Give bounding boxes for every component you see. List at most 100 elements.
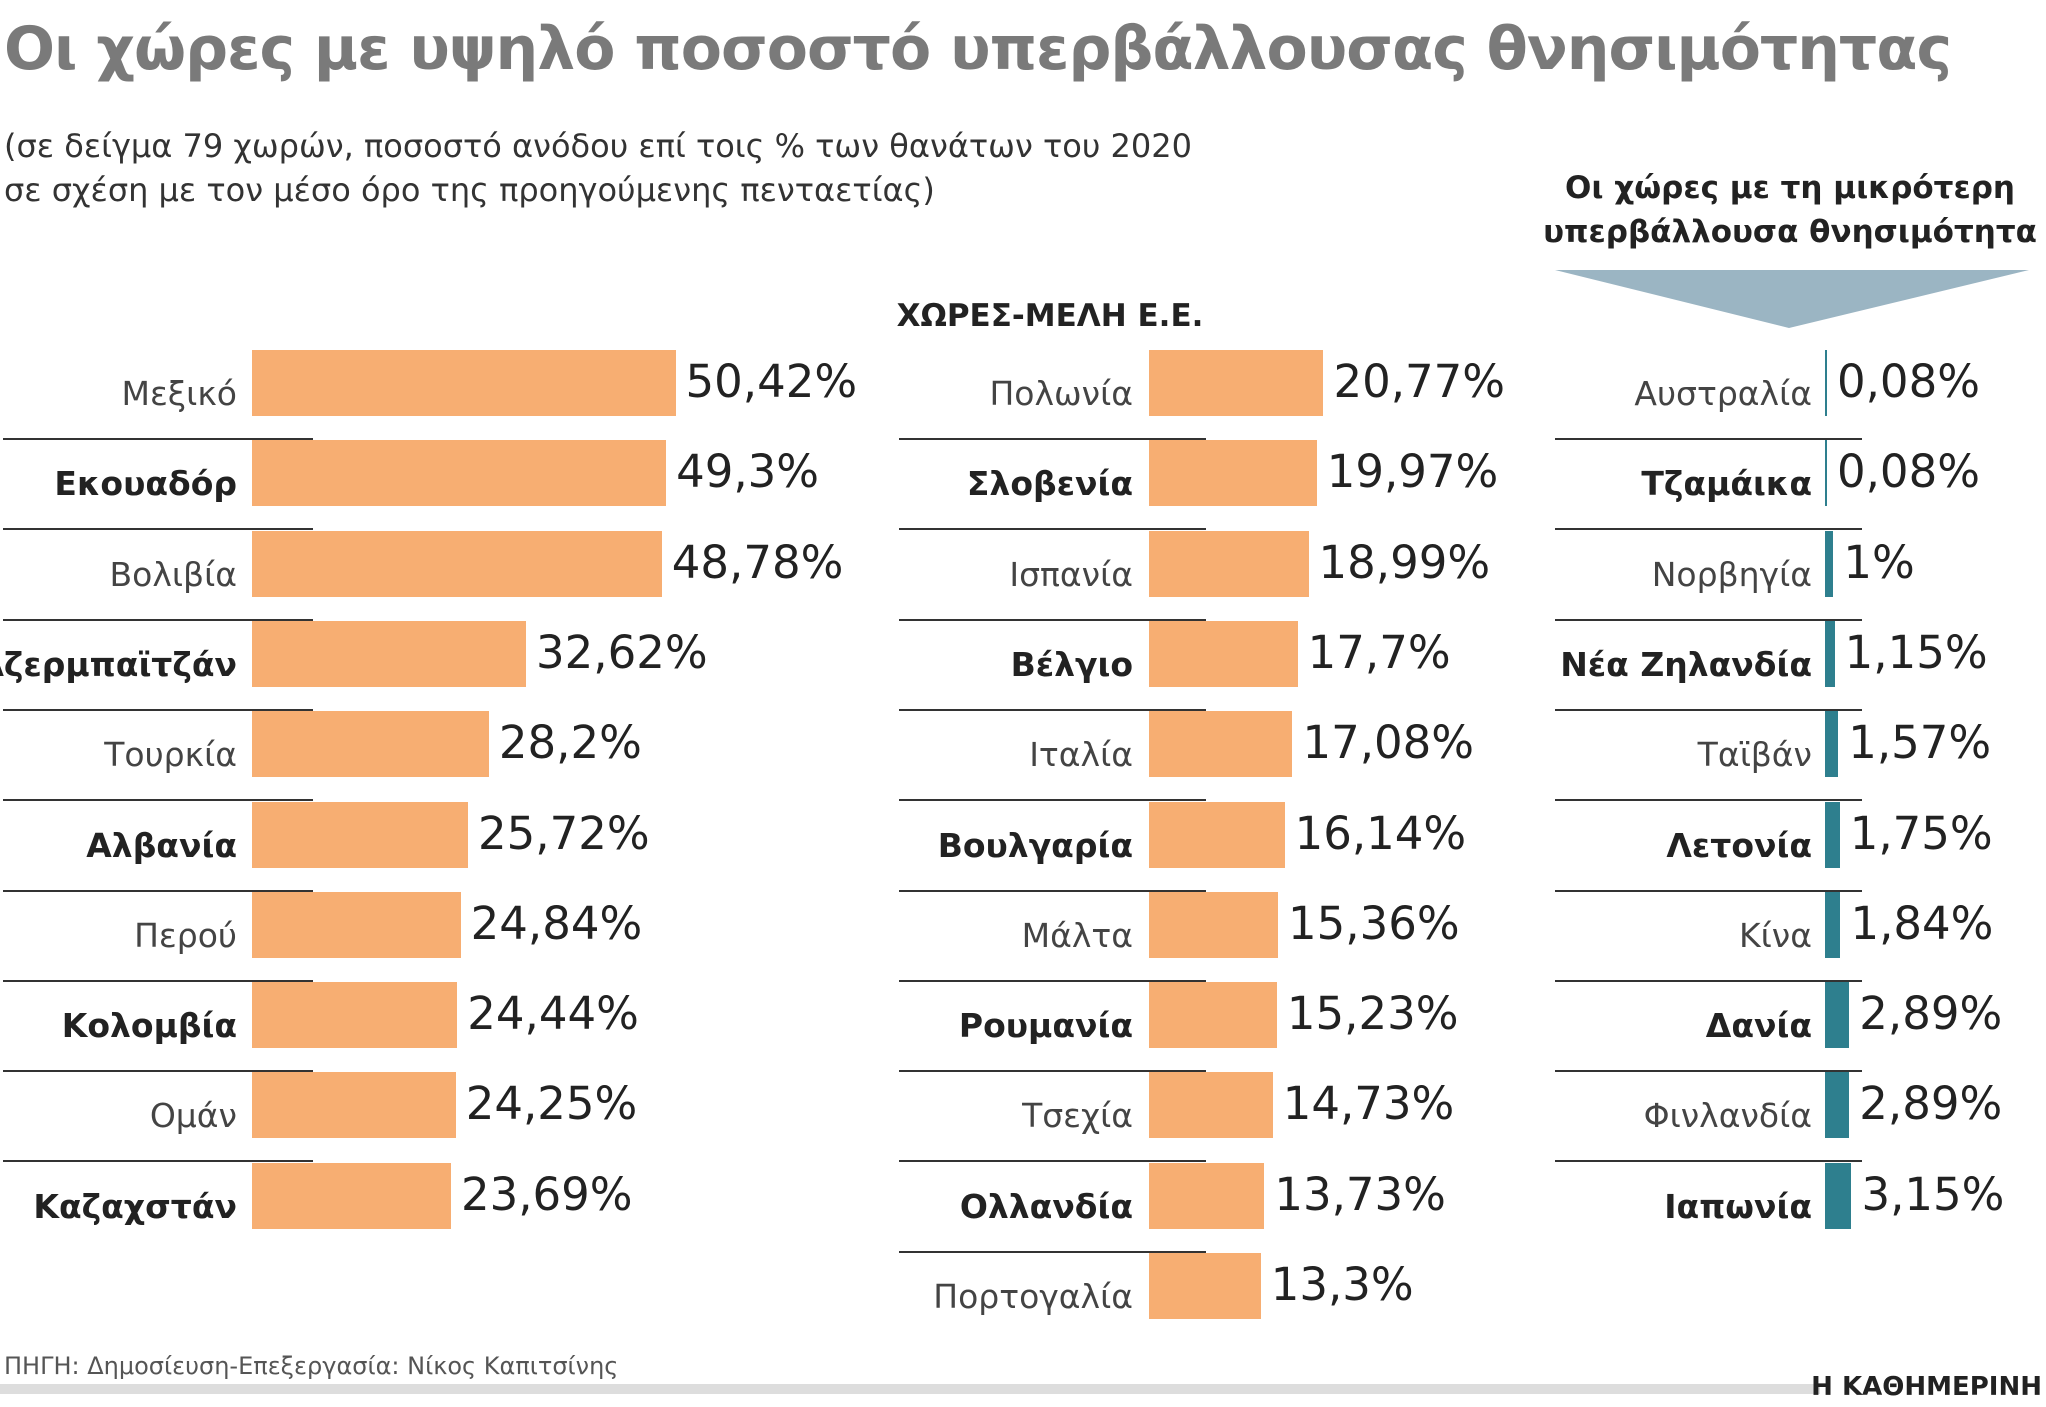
- data-label: 1%: [1843, 535, 1915, 589]
- data-label: 17,7%: [1307, 625, 1451, 679]
- row-divider: [3, 1070, 313, 1073]
- bar-high: [252, 801, 469, 868]
- bar-eu: [1149, 1253, 1261, 1319]
- row-divider: [899, 618, 1206, 621]
- data-label: 2,89%: [1859, 1077, 2003, 1131]
- row-divider: [3, 528, 313, 531]
- row-divider: [899, 979, 1206, 982]
- chart-subtitle: (σε δείγμα 79 χωρών, ποσοστό ανόδου επί …: [4, 124, 1192, 212]
- bar-label: Νέα Ζηλανδία: [1560, 644, 1812, 684]
- bar-eu: [1149, 440, 1317, 507]
- bar-label: Βέλγιο: [1010, 644, 1133, 684]
- bar-lowest: [1825, 530, 1834, 597]
- bar-high: [252, 1072, 456, 1139]
- lowest-column-header: Οι χώρες με τη μικρότερη υπερβάλλουσα θν…: [1540, 166, 2040, 254]
- bar-label: Δανία: [1705, 1006, 1812, 1046]
- bar-label: Αζερμπαϊτζάν: [0, 644, 237, 684]
- data-label: 13,73%: [1274, 1167, 1446, 1221]
- bar-eu: [1149, 620, 1298, 687]
- data-label: 50,42%: [685, 355, 858, 408]
- bar-label: Αυστραλία: [1634, 374, 1812, 413]
- row-divider: [899, 708, 1206, 711]
- bar-label: Λετονία: [1666, 825, 1812, 865]
- bar-high: [252, 440, 667, 507]
- data-label: 1,57%: [1848, 716, 1992, 770]
- bar-high: [252, 350, 676, 416]
- row-divider: [1555, 708, 1862, 711]
- footer-rule: [0, 1384, 1820, 1394]
- row-divider: [3, 1160, 313, 1163]
- source-note: ΠΗΓΗ: Δημοσίευση-Επεξεργασία: Νίκος Καπι…: [4, 1352, 619, 1380]
- eu-column-header: ΧΩΡΕΣ-ΜΕΛΗ Ε.Ε.: [896, 298, 1204, 334]
- lowest-header-line-1: Οι χώρες με τη μικρότερη: [1565, 170, 2015, 206]
- bar-lowest: [1825, 711, 1839, 778]
- bar-label: Ομάν: [149, 1096, 237, 1136]
- lowest-header-line-2: υπερβάλλουσα θνησιμότητα: [1543, 214, 2037, 250]
- bar-label: Φινλανδία: [1643, 1096, 1812, 1136]
- bar-lowest: [1825, 1162, 1852, 1229]
- data-label: 24,44%: [467, 987, 639, 1041]
- row-divider: [3, 889, 313, 892]
- bar-high: [252, 530, 662, 597]
- data-label: 49,3%: [676, 445, 820, 499]
- publisher-logo: Η ΚΑΘΗΜΕΡΙΝΗ: [1811, 1372, 2042, 1402]
- bar-label: Ιαπωνία: [1664, 1186, 1812, 1226]
- data-label: 16,14%: [1294, 806, 1467, 860]
- bar-lowest: [1825, 891, 1841, 958]
- data-label: 14,73%: [1282, 1077, 1455, 1131]
- data-label: 23,69%: [460, 1167, 633, 1221]
- data-label: 25,72%: [478, 806, 650, 860]
- data-label: 0,08%: [1837, 355, 1980, 408]
- row-divider: [899, 1160, 1206, 1163]
- bar-lowest: [1825, 1072, 1850, 1139]
- data-label: 20,77%: [1333, 355, 1506, 408]
- bar-label: Αλβανία: [86, 825, 237, 865]
- row-divider: [3, 438, 313, 440]
- bar-label: Μεξικό: [121, 374, 237, 413]
- bar-label: Ταϊβάν: [1697, 735, 1812, 775]
- bar-label: Μάλτα: [1021, 915, 1133, 955]
- data-label: 1,15%: [1844, 625, 1988, 679]
- row-divider: [1555, 528, 1862, 531]
- bar-eu: [1149, 891, 1279, 958]
- data-label: 15,36%: [1288, 896, 1460, 950]
- data-label: 15,23%: [1286, 987, 1459, 1041]
- data-label: 3,15%: [1861, 1167, 2005, 1221]
- bar-label: Ρουμανία: [958, 1006, 1133, 1046]
- data-label: 18,99%: [1318, 535, 1491, 589]
- bar-label: Εκουαδόρ: [54, 464, 237, 504]
- row-divider: [899, 1250, 1206, 1253]
- bar-eu: [1149, 801, 1285, 868]
- row-divider: [3, 618, 313, 621]
- data-label: 32,62%: [536, 625, 708, 679]
- row-divider: [1555, 979, 1862, 982]
- bar-label: Σλοβενία: [966, 464, 1133, 504]
- bar-label: Τζαμάικα: [1641, 464, 1812, 504]
- bar-label: Ολλανδία: [959, 1186, 1133, 1226]
- data-label: 2,89%: [1859, 987, 2003, 1041]
- data-label: 24,25%: [465, 1077, 638, 1131]
- row-divider: [1555, 799, 1862, 802]
- bar-eu: [1149, 1072, 1273, 1139]
- bar-label: Ισπανία: [1009, 554, 1133, 594]
- bar-label: Νορβηγία: [1651, 554, 1812, 594]
- bar-high: [252, 982, 458, 1049]
- bar-high: [252, 620, 526, 687]
- row-divider: [1555, 438, 1862, 440]
- data-label: 48,78%: [671, 535, 844, 589]
- data-label: 17,08%: [1302, 716, 1475, 770]
- bar-lowest: [1825, 620, 1835, 687]
- bar-lowest: [1825, 801, 1840, 868]
- bar-lowest: [1825, 982, 1850, 1049]
- data-label: 0,08%: [1837, 445, 1980, 499]
- bar-eu: [1149, 1162, 1265, 1229]
- bar-label: Τσεχία: [1022, 1096, 1133, 1136]
- bar-label: Βολιβία: [109, 554, 237, 594]
- bar-label: Τουρκία: [104, 735, 237, 775]
- bar-high: [252, 1162, 451, 1229]
- bar-lowest: [1825, 440, 1827, 507]
- bar-eu: [1149, 982, 1277, 1049]
- bar-label: Ιταλία: [1029, 735, 1133, 775]
- row-divider: [3, 708, 313, 711]
- bar-label: Περού: [134, 915, 237, 955]
